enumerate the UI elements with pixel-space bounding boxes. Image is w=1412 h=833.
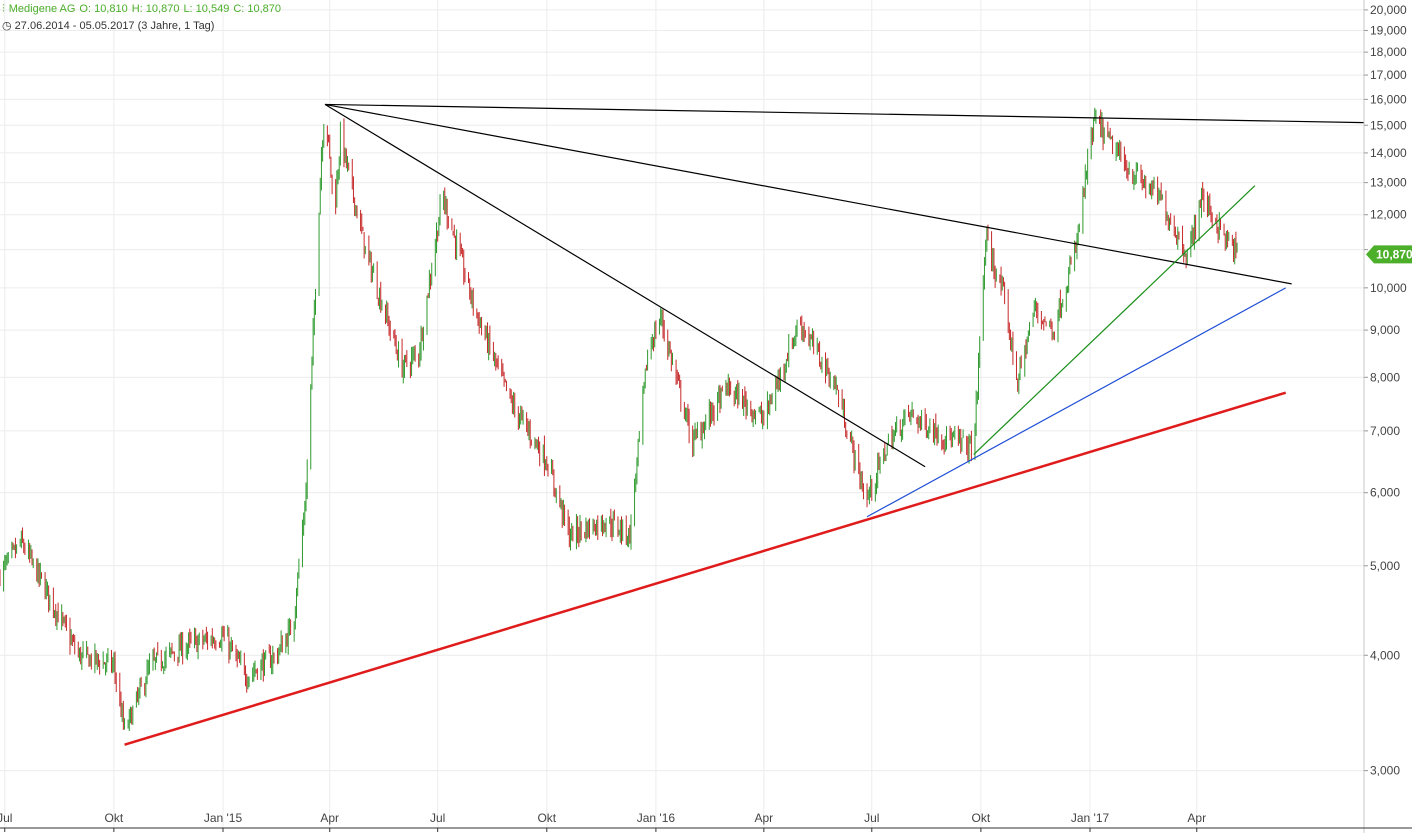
y-tick-label: 19,000 [1370,23,1407,37]
trendline-black[interactable] [324,103,1292,285]
y-tick-label: 14,000 [1370,146,1407,160]
clock-icon: ◷ [2,20,12,32]
x-tick-label: Okt [537,811,556,825]
y-tick-label: 8,000 [1370,370,1400,384]
close-value: C: 10,870 [233,3,282,15]
low-value: L: 10,549 [183,3,230,15]
x-tick-label: Apr [1187,811,1206,825]
y-tick-label: 6,000 [1370,486,1400,500]
y-tick-label: 15,000 [1370,118,1407,132]
x-axis-ticks: Jul Okt Jan '15 Apr Jul Okt Jan '16 Apr Jul Okt Ja… [0,811,1206,832]
candlestick-icon: ⫶ [2,3,5,15]
y-axis-ticks: 3,000 4,000 5,000 6,000 7,000 8,000 9,000 10,00… [1364,3,1407,778]
period-range[interactable]: 27.06.2014 - 05.05.2017 [14,20,135,32]
trendline-green[interactable] [973,185,1256,455]
ohlc-header: ⫶ Medigene AG O: 10,810 H: 10,870 L: 10,549 C… [2,3,285,16]
y-tick-label: 3,000 [1370,764,1400,778]
period-note: (3 Jahre, 1 Tag) [137,20,215,32]
high-value: H: 10,870 [131,3,180,15]
trendlines [124,103,1365,746]
trendline-black[interactable] [324,103,1365,124]
x-tick-label: Jul [0,811,12,825]
x-tick-label: Okt [972,811,991,825]
trendline-black[interactable] [324,103,926,468]
x-tick-label: Jul [430,811,445,825]
y-tick-label: 16,000 [1370,92,1407,106]
y-tick-label: 18,000 [1370,45,1407,59]
x-tick-label: Okt [105,811,124,825]
last-price-label: 10,870 [1376,247,1412,261]
trendline-red[interactable] [124,391,1287,746]
y-tick-label: 9,000 [1370,323,1400,337]
y-tick-label: 13,000 [1370,176,1407,190]
open-value: O: 10,810 [79,3,128,15]
candlestick-series [0,107,1238,731]
last-price-marker: 10,870 [1366,245,1412,264]
x-tick-label: Apr [754,811,773,825]
y-tick-label: 20,000 [1370,3,1407,17]
x-tick-label: Jan '16 [637,811,676,825]
x-tick-label: Jul [864,811,879,825]
y-tick-label: 4,000 [1370,648,1400,662]
x-tick-label: Apr [320,811,339,825]
chart-grid [0,0,1364,828]
y-tick-label: 5,000 [1370,559,1400,573]
y-tick-label: 12,000 [1370,208,1407,222]
symbol-name[interactable]: Medigene AG [8,3,76,15]
trendline-blue[interactable] [866,287,1287,518]
y-tick-label: 7,000 [1370,424,1400,438]
x-tick-label: Jan '15 [204,811,243,825]
y-tick-label: 17,000 [1370,68,1407,82]
period-header: ◷ 27.06.2014 - 05.05.2017 (3 Jahre, 1 Ta… [2,19,214,32]
x-tick-label: Jan '17 [1071,811,1110,825]
y-tick-label: 10,000 [1370,281,1407,295]
last-price-box [1366,245,1412,264]
